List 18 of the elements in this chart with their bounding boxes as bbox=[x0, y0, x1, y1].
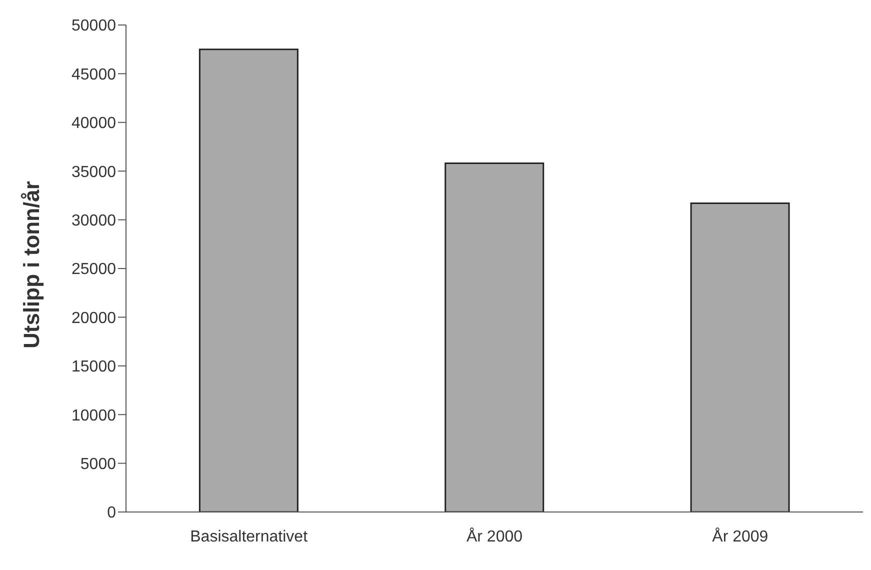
bar bbox=[198, 48, 298, 512]
y-tick-label: 20000 bbox=[72, 310, 116, 327]
x-tick-label: År 2000 bbox=[466, 527, 523, 546]
y-axis-title: Utslipp i tonn/år bbox=[18, 180, 44, 348]
y-tick-label: 25000 bbox=[72, 261, 116, 278]
bar bbox=[690, 202, 790, 512]
x-tick-label: År 2009 bbox=[712, 527, 768, 546]
y-tick-label: 5000 bbox=[80, 456, 116, 473]
y-tick-label: 45000 bbox=[72, 66, 116, 84]
y-tick-label: 35000 bbox=[72, 164, 116, 181]
x-tick-label: Basisalternativet bbox=[190, 528, 308, 546]
y-tick-label: 30000 bbox=[72, 212, 116, 230]
bar bbox=[444, 162, 544, 512]
y-tick-label: 50000 bbox=[72, 18, 116, 35]
y-tick-label: 40000 bbox=[72, 115, 116, 132]
y-tick-label: 0 bbox=[107, 504, 116, 522]
y-tick-label: 15000 bbox=[72, 358, 116, 376]
y-tick-label: 10000 bbox=[72, 407, 116, 424]
